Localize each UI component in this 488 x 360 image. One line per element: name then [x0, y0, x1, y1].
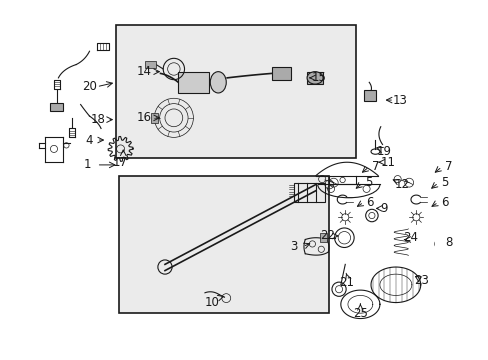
Text: 5: 5 — [440, 176, 447, 189]
Ellipse shape — [210, 72, 226, 93]
Bar — [306, 72, 323, 84]
Text: 7: 7 — [444, 160, 451, 173]
Text: 5: 5 — [365, 176, 372, 189]
Bar — [487, 177, 488, 184]
Bar — [178, 72, 209, 93]
Text: 17: 17 — [113, 156, 128, 169]
Bar — [150, 113, 158, 123]
Text: 18: 18 — [91, 113, 105, 126]
Text: 7: 7 — [371, 160, 378, 173]
Bar — [271, 67, 290, 80]
Ellipse shape — [306, 72, 323, 84]
Bar — [116, 24, 355, 158]
Bar — [363, 90, 376, 101]
Text: 19: 19 — [376, 145, 391, 158]
Text: 22: 22 — [319, 229, 334, 242]
Bar — [319, 233, 326, 242]
Text: 6: 6 — [440, 196, 447, 209]
Text: 3: 3 — [289, 240, 297, 253]
Text: 20: 20 — [82, 80, 97, 93]
Text: 4: 4 — [85, 134, 93, 147]
Text: 15: 15 — [310, 71, 325, 84]
Text: 14: 14 — [137, 65, 152, 78]
Text: 10: 10 — [204, 296, 219, 309]
Text: 6: 6 — [366, 196, 373, 209]
Text: 13: 13 — [392, 94, 407, 107]
Bar — [293, 183, 324, 202]
Bar — [119, 176, 328, 313]
Text: 9: 9 — [380, 202, 387, 215]
Text: 11: 11 — [380, 156, 395, 169]
Bar — [145, 61, 156, 68]
Bar — [50, 103, 63, 111]
Text: 16: 16 — [137, 111, 152, 124]
Text: 8: 8 — [445, 236, 452, 249]
Text: 1: 1 — [84, 158, 91, 171]
Text: 21: 21 — [339, 276, 354, 289]
Text: 24: 24 — [403, 231, 418, 244]
Text: 25: 25 — [352, 307, 367, 320]
Text: 12: 12 — [394, 178, 409, 191]
Text: 23: 23 — [413, 274, 428, 287]
